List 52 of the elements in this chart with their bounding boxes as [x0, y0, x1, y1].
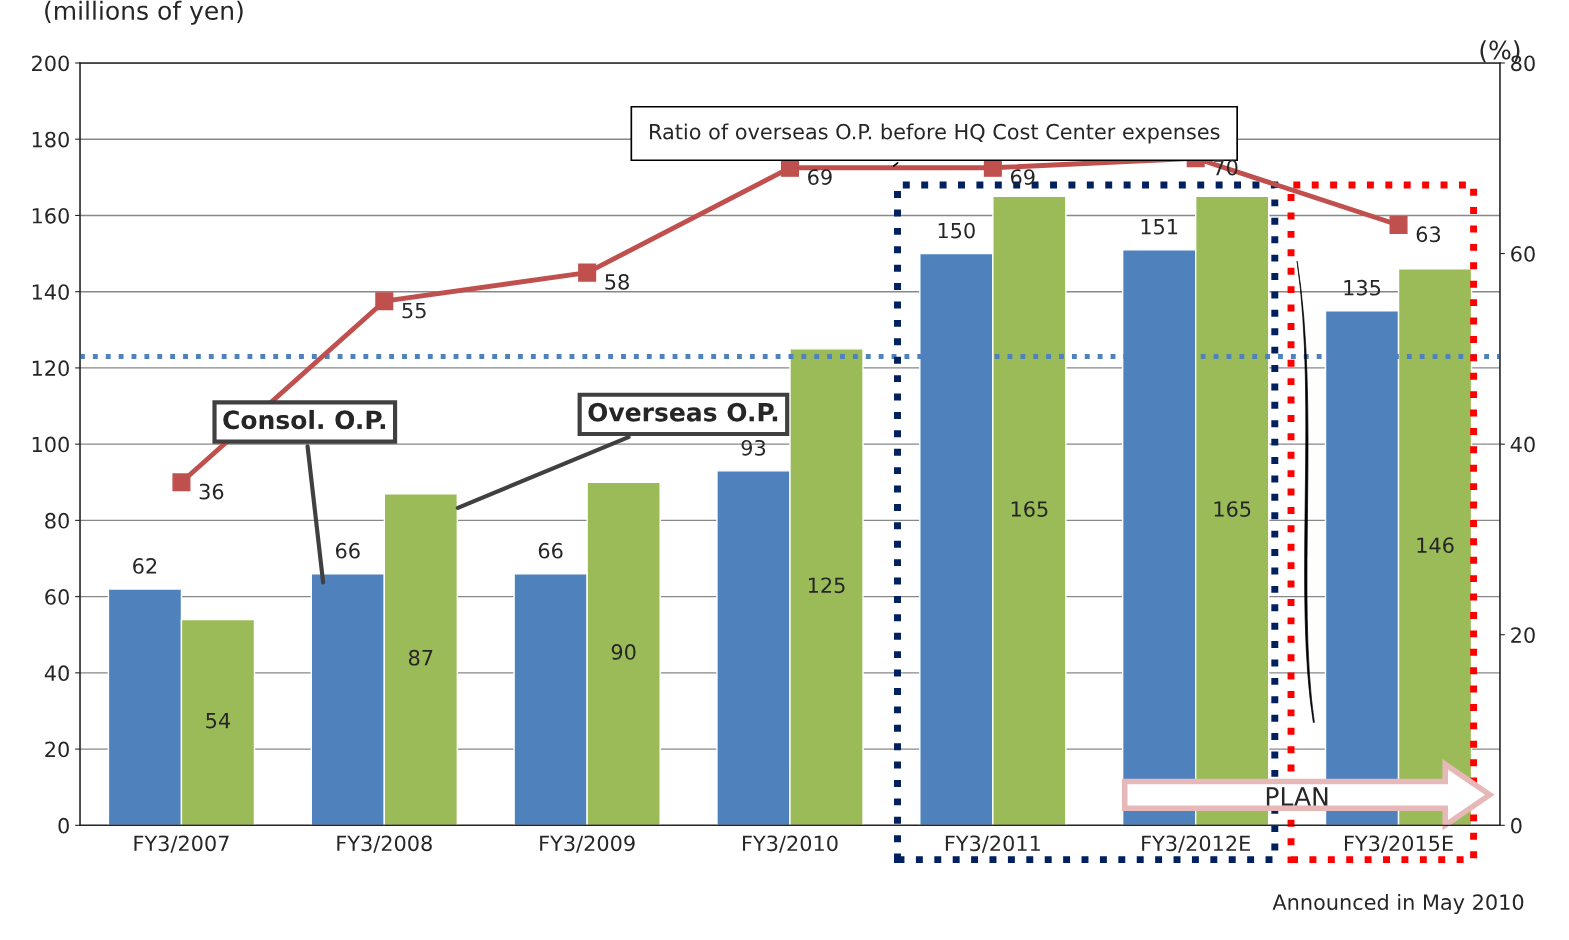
data-label: 165 [1214, 501, 1251, 517]
data-label: 69 [808, 169, 832, 185]
y2-tick-label: 60 [1511, 246, 1535, 262]
data-label: 146 [1417, 537, 1454, 554]
data-label: 135 [1344, 279, 1381, 296]
y-tick-label: 100 [32, 436, 69, 453]
x-tick-label: FY3/2009 [540, 835, 635, 853]
point [578, 263, 597, 282]
x-tick-label: FY3/2007 [134, 835, 229, 853]
x-tick-label: FY3/2012E [1142, 835, 1250, 853]
data-label: 36 [199, 483, 224, 500]
data-label: 66 [538, 542, 563, 559]
y-tick-label: 20 [45, 741, 69, 758]
y-tick-label: 200 [32, 55, 69, 72]
x-tick-label: FY3/2011 [945, 835, 1040, 853]
y-axis-title: (millions of yen) [45, 0, 243, 25]
data-label: 165 [1011, 501, 1048, 517]
y2-tick-label: 0 [1511, 817, 1522, 834]
annotation: PLAN [1266, 787, 1328, 806]
y-tick-label: 40 [44, 665, 69, 682]
data-label: 93 [741, 439, 766, 456]
y-tick-label: 60 [45, 589, 69, 605]
series-label: Ratio of overseas O.P. before HQ Cost Center expenses [650, 123, 1220, 144]
y-tick-label: 80 [45, 512, 69, 529]
data-label: 90 [611, 644, 636, 660]
data-label: 87 [408, 649, 433, 666]
data-label: 62 [133, 558, 157, 574]
y-tick-label: 160 [32, 207, 69, 224]
data-label: 151 [1141, 219, 1178, 235]
text: Announced in May 2010 [1272, 893, 1524, 915]
data-label: 54 [206, 712, 231, 729]
y2-tick-label: 20 [1511, 627, 1535, 643]
y-tick-label: 120 [32, 360, 69, 377]
data-label: 55 [402, 302, 426, 319]
x-tick-label: FY3/2008 [337, 835, 432, 853]
data-label: 58 [605, 274, 629, 290]
data-label: 66 [335, 542, 360, 559]
data-label: 69 [1010, 169, 1035, 185]
y2-tick-label: 40 [1510, 436, 1535, 453]
x-tick-label: FY3/2010 [743, 835, 838, 853]
series-label: Overseas O.P. [588, 402, 778, 422]
x-tick-label: FY3/2015E [1345, 835, 1453, 853]
y-tick-label: 140 [32, 284, 69, 300]
data-label: 63 [1416, 226, 1441, 243]
point [172, 473, 191, 492]
text: Consol. O.P. [223, 409, 386, 430]
point [375, 292, 394, 311]
y-tick-label: 180 [32, 131, 69, 148]
data-label: 125 [808, 577, 845, 594]
point [1389, 215, 1408, 235]
y-tick-label: 0 [58, 817, 69, 834]
data-label: 150 [938, 222, 975, 239]
